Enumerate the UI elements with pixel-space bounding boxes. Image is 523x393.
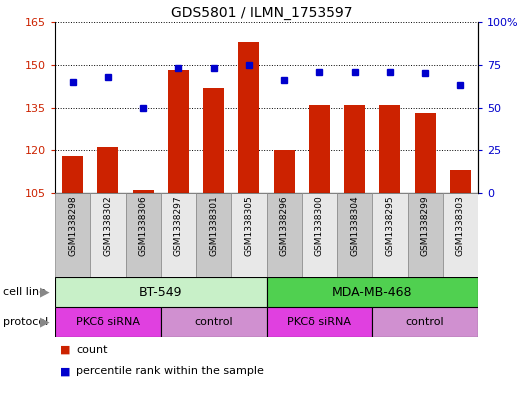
Bar: [379, 105, 401, 193]
Text: GSM1338295: GSM1338295: [385, 196, 394, 256]
Bar: [161, 307, 267, 337]
Bar: [55, 193, 90, 277]
Bar: [267, 307, 372, 337]
Text: GSM1338303: GSM1338303: [456, 196, 465, 256]
Text: count: count: [76, 345, 107, 355]
Bar: [62, 156, 83, 193]
Text: GSM1338306: GSM1338306: [139, 196, 147, 256]
Bar: [203, 88, 224, 193]
Bar: [443, 193, 478, 277]
Text: ▶: ▶: [40, 285, 50, 299]
Text: control: control: [406, 317, 445, 327]
Text: GSM1338296: GSM1338296: [280, 196, 289, 256]
Bar: [161, 193, 196, 277]
Bar: [168, 70, 189, 193]
Bar: [231, 193, 267, 277]
Text: BT-549: BT-549: [139, 285, 183, 299]
Text: GSM1338299: GSM1338299: [420, 196, 429, 256]
Text: GSM1338305: GSM1338305: [244, 196, 253, 256]
Text: ■: ■: [60, 366, 71, 376]
Bar: [90, 193, 126, 277]
Text: GSM1338297: GSM1338297: [174, 196, 183, 256]
Bar: [372, 193, 407, 277]
Bar: [344, 105, 365, 193]
Text: GSM1338304: GSM1338304: [350, 196, 359, 256]
Text: MDA-MB-468: MDA-MB-468: [332, 285, 413, 299]
Text: control: control: [195, 317, 233, 327]
Bar: [302, 193, 337, 277]
Text: ■: ■: [60, 345, 71, 355]
Bar: [126, 193, 161, 277]
Text: GSM1338302: GSM1338302: [104, 196, 112, 256]
Text: protocol: protocol: [3, 317, 48, 327]
Text: cell line: cell line: [3, 287, 46, 297]
Bar: [97, 147, 118, 193]
Text: GDS5801 / ILMN_1753597: GDS5801 / ILMN_1753597: [170, 6, 353, 20]
Text: PKCδ siRNA: PKCδ siRNA: [76, 317, 140, 327]
Text: percentile rank within the sample: percentile rank within the sample: [76, 366, 264, 376]
Bar: [132, 190, 154, 193]
Bar: [450, 170, 471, 193]
Bar: [274, 150, 294, 193]
Text: GSM1338300: GSM1338300: [315, 196, 324, 256]
Bar: [415, 113, 436, 193]
Text: GSM1338301: GSM1338301: [209, 196, 218, 256]
Text: GSM1338298: GSM1338298: [68, 196, 77, 256]
Text: PKCδ siRNA: PKCδ siRNA: [287, 317, 351, 327]
Bar: [196, 193, 231, 277]
Bar: [267, 277, 478, 307]
Bar: [55, 307, 161, 337]
Bar: [337, 193, 372, 277]
Bar: [238, 42, 259, 193]
Bar: [267, 193, 302, 277]
Bar: [407, 193, 443, 277]
Bar: [309, 105, 330, 193]
Bar: [55, 277, 267, 307]
Bar: [372, 307, 478, 337]
Text: ▶: ▶: [40, 316, 50, 329]
